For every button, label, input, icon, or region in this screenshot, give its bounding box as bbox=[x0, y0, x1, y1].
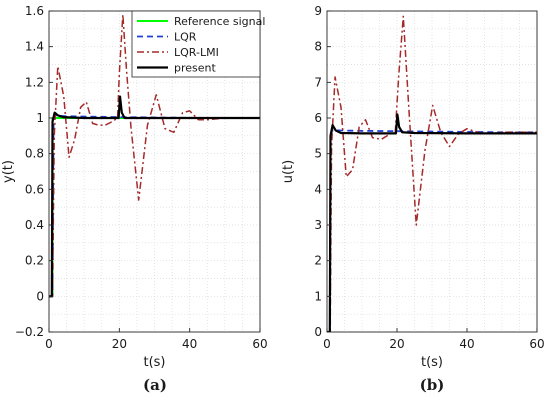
y-tick-label: 1.4 bbox=[25, 40, 44, 54]
y-tick-label: 3 bbox=[314, 218, 322, 232]
y-tick-label: 0 bbox=[314, 325, 322, 339]
series-line-lqr bbox=[327, 129, 537, 332]
y-axis-label: y(t) bbox=[1, 160, 16, 183]
y-tick-label: 0.8 bbox=[25, 147, 44, 161]
y-tick-label: 4 bbox=[314, 182, 322, 196]
series-line-present bbox=[327, 113, 537, 332]
y-tick-label: 2 bbox=[314, 254, 322, 268]
y-tick-label: 0.4 bbox=[25, 218, 44, 232]
y-tick-label: 0.2 bbox=[25, 254, 44, 268]
y-tick-label: 1.2 bbox=[25, 75, 44, 89]
panel-label: (b) bbox=[420, 376, 445, 394]
y-tick-label: 1 bbox=[36, 111, 44, 125]
y-tick-label: −0.2 bbox=[15, 325, 44, 339]
x-tick-label: 0 bbox=[323, 337, 331, 351]
x-tick-label: 20 bbox=[389, 337, 404, 351]
x-tick-label: 60 bbox=[529, 337, 544, 351]
x-tick-label: 40 bbox=[182, 337, 197, 351]
x-tick-label: 0 bbox=[45, 337, 53, 351]
x-tick-label: 20 bbox=[112, 337, 127, 351]
x-axis-label: t(s) bbox=[143, 355, 165, 370]
panel-label: (a) bbox=[143, 376, 167, 394]
panel-a: 0 20 40 60−0.200.20.40.60.811.21.41.6t(s)y(… bbox=[1, 4, 268, 394]
x-tick-label: 60 bbox=[252, 337, 267, 351]
y-tick-label: 0 bbox=[36, 289, 44, 303]
series-line-present bbox=[49, 95, 260, 298]
y-tick-label: 6 bbox=[314, 111, 322, 125]
y-tick-label: 7 bbox=[314, 75, 322, 89]
legend-label-reference: Reference signal bbox=[174, 15, 265, 28]
y-tick-label: 1.6 bbox=[25, 4, 44, 18]
series-line-lqr_lmi bbox=[49, 13, 260, 298]
y-axis-label: u(t) bbox=[281, 160, 296, 183]
x-axis-label: t(s) bbox=[421, 355, 443, 370]
legend-label-lqr_lmi: LQR-LMI bbox=[174, 46, 219, 59]
y-tick-label: 9 bbox=[314, 4, 322, 18]
y-tick-label: 1 bbox=[314, 289, 322, 303]
series-line-lqr_lmi bbox=[327, 15, 537, 332]
legend-label-lqr: LQR bbox=[174, 31, 197, 44]
y-tick-label: 5 bbox=[314, 147, 322, 161]
panel-b: 0 20 40 60 0 1 2 3 4 5 6 7 8 9 t(s) u(t) (b) bbox=[281, 4, 545, 394]
x-tick-label: 40 bbox=[459, 337, 474, 351]
series-lines bbox=[327, 15, 537, 332]
axes-frame bbox=[326, 10, 538, 333]
legend: Reference signal LQR LQR-LMI present bbox=[131, 10, 265, 78]
y-tick-label: 8 bbox=[314, 40, 322, 54]
y-tick-label: 0.6 bbox=[25, 182, 44, 196]
legend-label-present: present bbox=[174, 62, 217, 75]
